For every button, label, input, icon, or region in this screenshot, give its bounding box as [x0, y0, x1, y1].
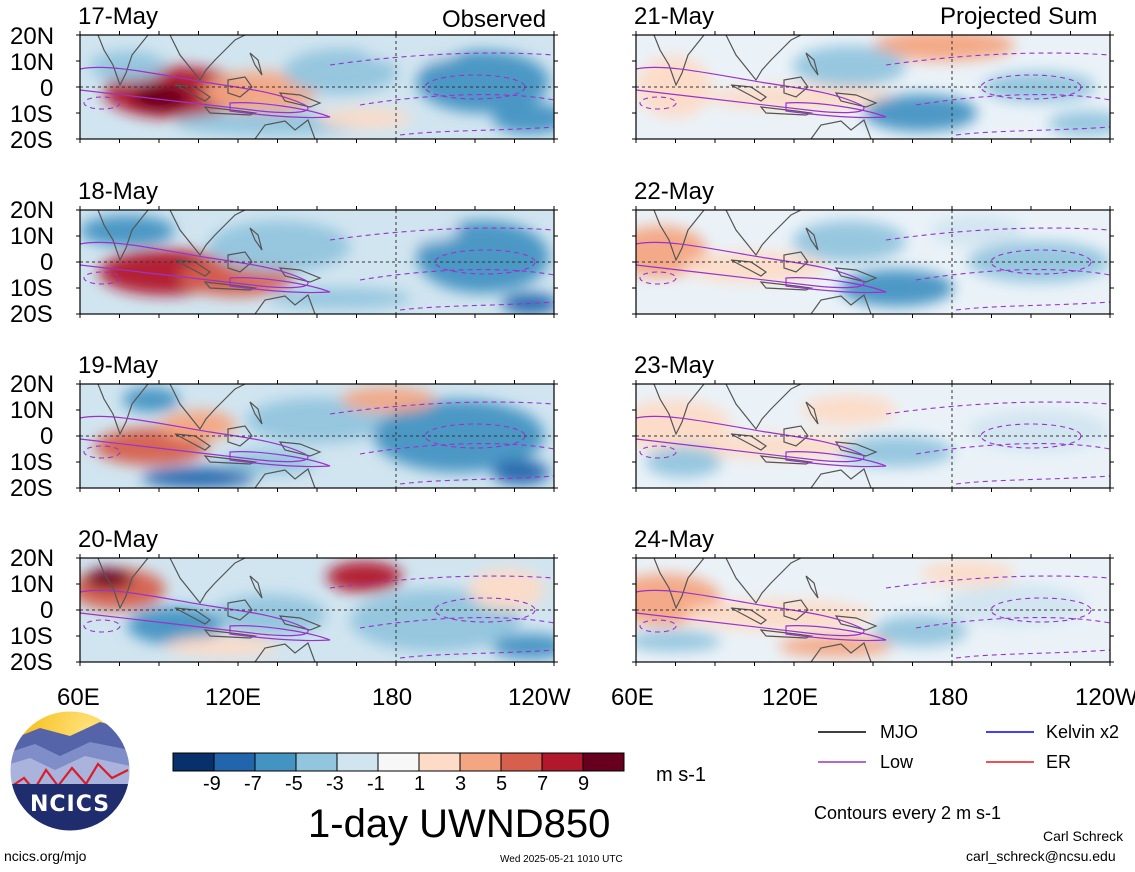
colorbar-swatch: [582, 752, 625, 772]
lat-tick-label: 10S: [10, 449, 53, 476]
lat-tick-label: 10N: [10, 571, 55, 598]
lat-tick-label: 10S: [10, 101, 53, 128]
lon-tick-label: 60E: [57, 684, 100, 711]
legend-label-low: Low: [880, 752, 914, 772]
map-panel: [632, 380, 1114, 492]
lat-tick-label: 0: [40, 423, 54, 450]
panel-date-label: 21-May: [634, 3, 715, 30]
lat-tick-label: 0: [40, 597, 54, 624]
colorbar-label: -7: [244, 773, 262, 795]
legend-label-mjo: MJO: [880, 722, 918, 742]
timestamp: Wed 2025-05-21 1010 UTC: [500, 854, 623, 865]
map-panel: [632, 554, 1114, 666]
lon-tick-label: 60E: [611, 684, 654, 711]
author-email: carl_schreck@ncsu.edu: [966, 848, 1116, 864]
lon-tick-label: 180: [928, 684, 969, 711]
panel-date-label: 19-May: [78, 352, 159, 379]
panel-date-label: 24-May: [634, 526, 715, 553]
colorbar-label: 1: [414, 773, 426, 795]
panel-date-label: 22-May: [634, 178, 715, 205]
lat-tick-label: 10S: [10, 623, 53, 650]
map-panel: [76, 206, 558, 318]
panel-date-label: 20-May: [78, 526, 159, 553]
map-panel: [76, 380, 558, 492]
lon-tick-label: 180: [372, 684, 413, 711]
chart-title: 1-day UWND850: [308, 802, 611, 846]
lat-tick-label: 20S: [10, 301, 53, 328]
colorbar: [172, 752, 625, 772]
lat-tick-label: 20S: [10, 649, 53, 676]
colorbar-label: -5: [285, 773, 303, 795]
colorbar-label: -1: [367, 773, 385, 795]
legend-label-er: ER: [1046, 752, 1072, 772]
colorbar-label: 7: [537, 773, 549, 795]
projected-sum-header: Projected Sum: [940, 3, 1098, 30]
lat-tick-label: 20N: [10, 371, 55, 398]
colorbar-label: -3: [326, 773, 344, 795]
colorbar-label: 3: [455, 773, 467, 795]
lat-tick-label: 20N: [10, 23, 55, 50]
lat-tick-label: 10N: [10, 397, 55, 424]
lat-tick-label: 0: [40, 249, 54, 276]
legend-label-kelvin: Kelvin x2: [1046, 722, 1120, 742]
map-panel: [76, 31, 558, 143]
panel-date-label: 23-May: [634, 352, 715, 379]
observed-header: Observed: [442, 6, 547, 33]
lon-tick-label: 120E: [205, 684, 262, 711]
lon-tick-label: 120E: [762, 684, 819, 711]
panel-date-label: 18-May: [78, 178, 159, 205]
map-panel: [632, 206, 1114, 318]
logo-text: NCICS: [30, 792, 111, 817]
lat-tick-label: 20S: [10, 475, 53, 502]
map-panel: [632, 31, 1114, 143]
colorbar-label: -9: [203, 773, 221, 795]
site-url[interactable]: ncics.org/mjo: [4, 848, 87, 864]
lat-tick-label: 20N: [10, 197, 55, 224]
panel-date-label: 17-May: [78, 3, 159, 30]
lat-tick-label: 10N: [10, 49, 55, 76]
colorbar-label: 9: [578, 773, 590, 795]
colorbar-units: m s-1: [656, 764, 706, 786]
lon-tick-label: 120W: [1075, 684, 1135, 711]
lat-tick-label: 20N: [10, 545, 55, 572]
contour-interval-note: Contours every 2 m s-1: [814, 803, 1002, 823]
lon-tick-label: 120W: [508, 684, 571, 711]
colorbar-label: 5: [496, 773, 508, 795]
map-panel: [76, 554, 558, 666]
lat-tick-label: 20S: [10, 127, 53, 154]
lat-tick-label: 10S: [10, 275, 53, 302]
author-name: Carl Schreck: [1043, 828, 1124, 844]
lat-tick-label: 10N: [10, 223, 55, 250]
lat-tick-label: 0: [40, 75, 54, 102]
